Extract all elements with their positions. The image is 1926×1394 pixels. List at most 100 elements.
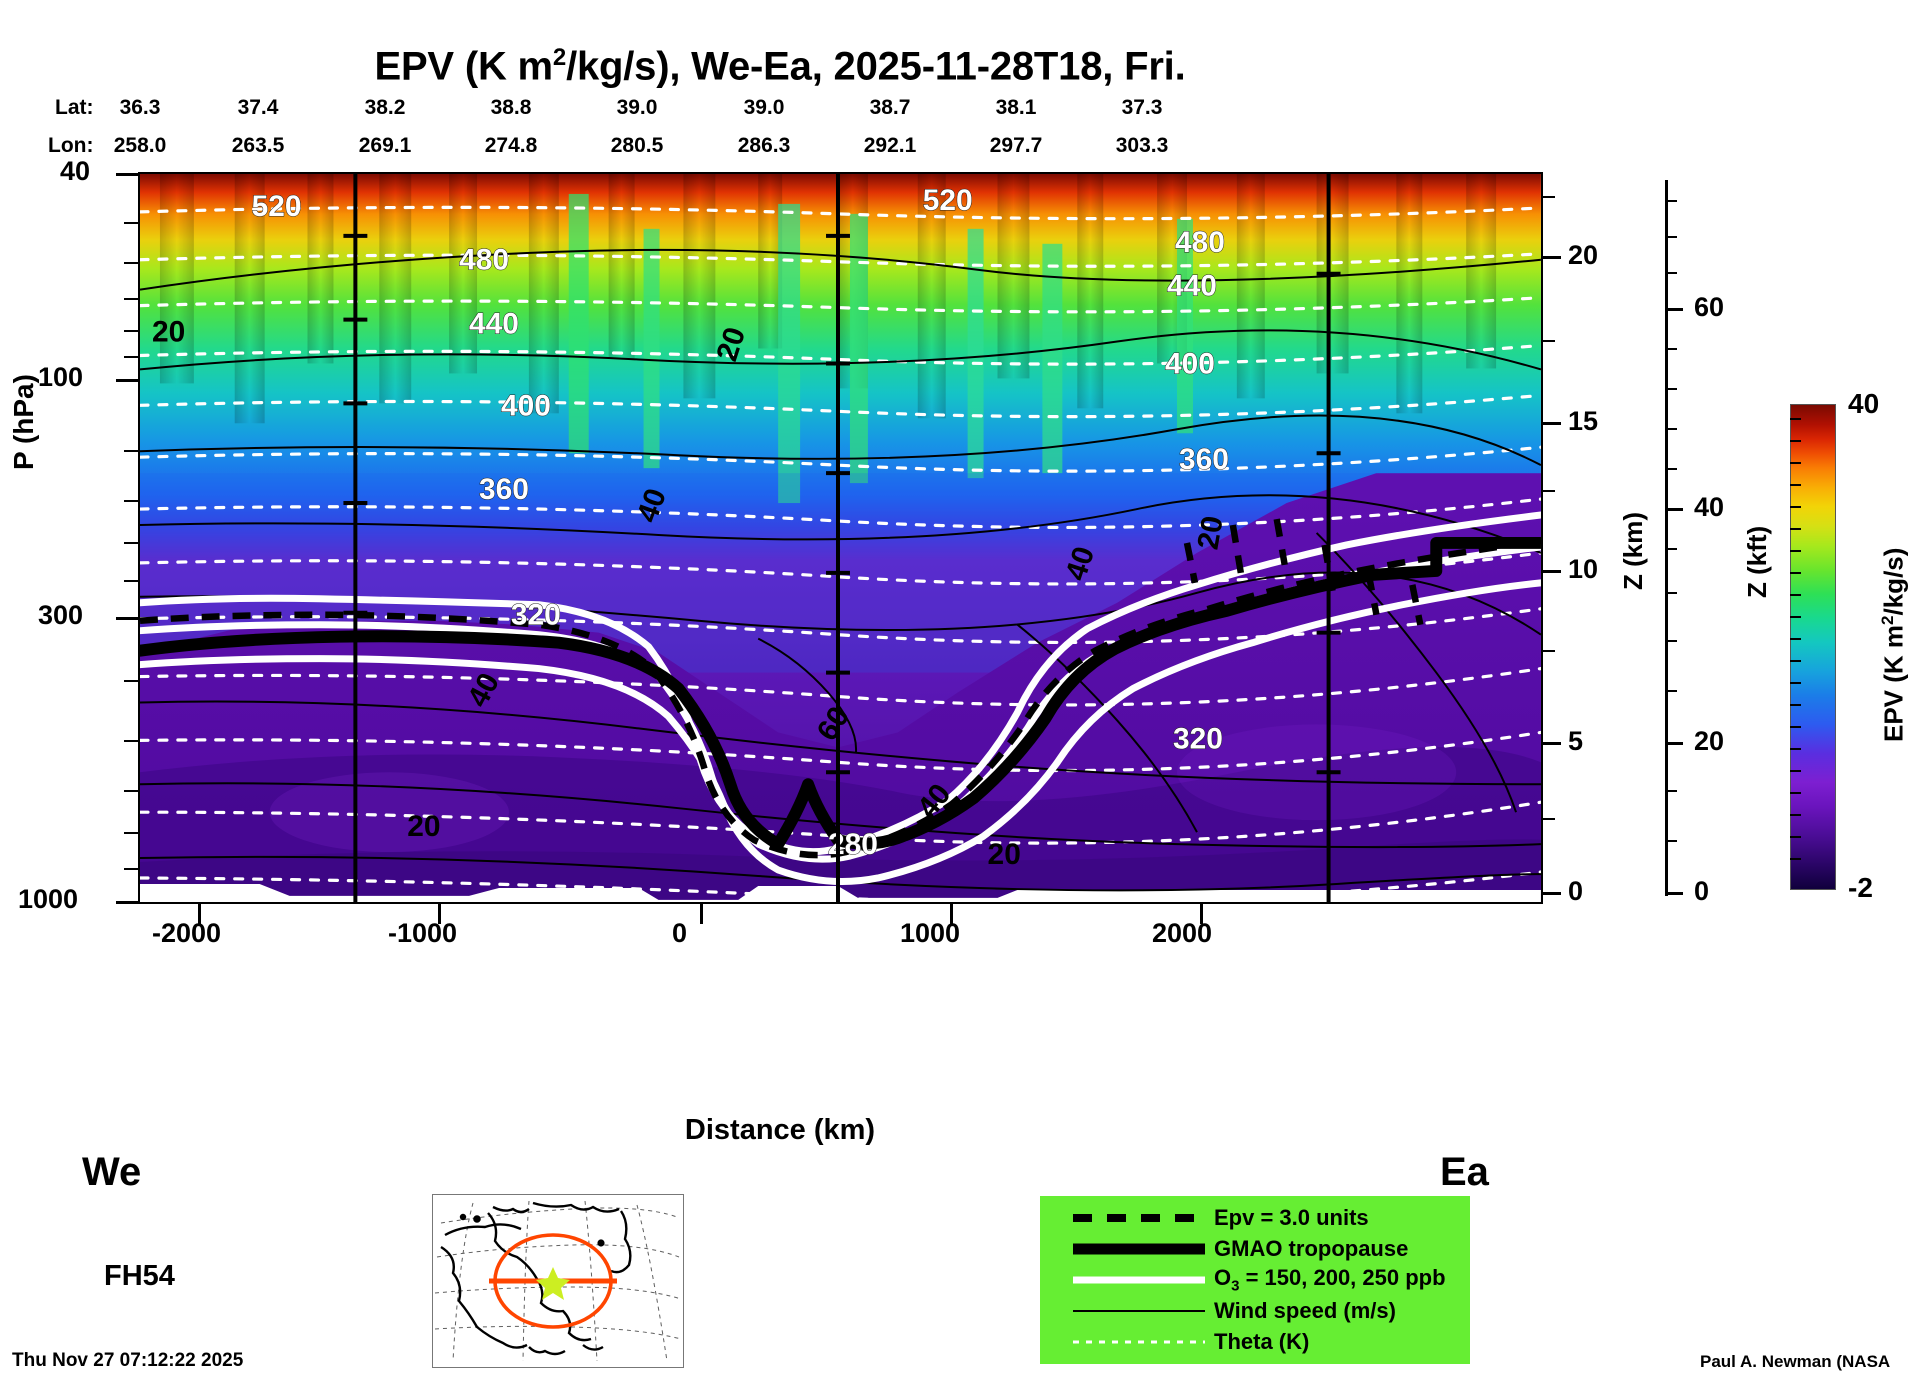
zkm-tick-label-0: 0 [1568, 876, 1584, 906]
legend-label-theta: Theta (K) [1214, 1328, 1310, 1354]
p-tick-label-300: 300 [38, 600, 84, 630]
theta-label-400: 400 [501, 389, 551, 422]
p-axis-title: P (hPa) [8, 374, 39, 470]
map-graticule [434, 1200, 682, 1362]
track-reference-lines [353, 174, 1331, 902]
theta-label-520-right: 520 [923, 184, 973, 217]
lat-value-3: 38.8 [490, 96, 532, 119]
z-kft-axis-title: Z (kft) [1742, 525, 1772, 598]
wind-label-20-left: 20 [152, 316, 185, 349]
dashed-black-line-icon [1064, 1211, 1214, 1225]
lat-lon-header: Lat: 36.3 37.4 38.2 38.8 39.0 39.0 38.7 … [0, 96, 1600, 166]
colorbar-title-suffix: /kg/s) [1878, 547, 1909, 616]
white-dotted-line-icon [1064, 1335, 1214, 1349]
theta-label-360: 360 [479, 473, 529, 506]
lat-value-2: 38.2 [364, 96, 406, 119]
legend-item-epv: Epv = 3.0 units [1040, 1202, 1470, 1233]
zkft-tick-label-40: 40 [1694, 492, 1725, 522]
wind-label-20-low: 20 [407, 810, 440, 843]
legend-ozone-prefix: O [1214, 1264, 1232, 1290]
page-title: EPV (K m2/kg/s), We-Ea, 2025-11-28T18, F… [0, 44, 1560, 89]
east-endpoint-label: Ea [1440, 1150, 1489, 1194]
epv-contour-field: 520 520 480 480 440 440 400 400 360 360 … [140, 174, 1541, 902]
lon-value-6: 292.1 [863, 134, 917, 157]
lat-value-8: 37.3 [1121, 96, 1163, 119]
lon-value-2: 269.1 [358, 134, 412, 157]
lon-value-1: 263.5 [231, 134, 285, 157]
title-prefix: EPV (K m [374, 44, 553, 89]
white-line-icon [1064, 1273, 1214, 1287]
lat-value-7: 38.1 [995, 96, 1037, 119]
map-inset-svg [433, 1195, 683, 1367]
thin-black-line-icon [1064, 1304, 1214, 1318]
gmao-tropopause [140, 536, 1541, 851]
lon-value-3: 274.8 [484, 134, 538, 157]
theta-label-520: 520 [252, 190, 302, 223]
legend-label-wind: Wind speed (m/s) [1214, 1297, 1396, 1323]
lon-value-8: 303.3 [1115, 134, 1169, 157]
lat-key: Lat: [55, 96, 94, 119]
p-tick-label-1000: 1000 [18, 884, 79, 914]
x-tick-label--1000: -1000 [388, 918, 458, 948]
theta-label-320: 320 [511, 599, 561, 632]
lat-value-1: 37.4 [237, 96, 279, 119]
theta-label-480: 480 [459, 244, 509, 277]
map-inset[interactable] [432, 1194, 684, 1368]
p-tick-label-40: 40 [60, 156, 91, 186]
zkft-tick-label-0: 0 [1694, 876, 1710, 906]
colorbar-title-prefix: EPV (K m [1878, 624, 1909, 742]
theta-label-440-right: 440 [1167, 270, 1217, 303]
lon-value-0: 258.0 [113, 134, 167, 157]
z-km-axis-title: Z (km) [1618, 512, 1648, 590]
x-tick-label--2000: -2000 [152, 918, 222, 948]
lat-value-5: 39.0 [743, 96, 785, 119]
plot-legend: Epv = 3.0 units GMAO tropopause O3 = 150… [1040, 1196, 1470, 1364]
colorbar-max-label: 40 [1848, 388, 1880, 419]
x-axis-title: Distance (km) [684, 1114, 876, 1146]
map-coastlines [440, 1201, 632, 1356]
x-tick-label-2000: 2000 [1152, 918, 1213, 948]
legend-item-tropopause: GMAO tropopause [1040, 1233, 1470, 1264]
thick-black-line-icon [1064, 1242, 1214, 1256]
author-credit: Paul A. Newman (NASA [1700, 1352, 1891, 1371]
lat-value-6: 38.7 [869, 96, 911, 119]
theta-label-320-right: 320 [1173, 722, 1223, 755]
zkm-tick-label-15: 15 [1568, 406, 1599, 436]
legend-label-ozone: O3 = 150, 200, 250 ppb [1214, 1265, 1446, 1294]
map-star-marker [536, 1267, 570, 1300]
colorbar-title-sup: 2 [1878, 615, 1897, 625]
title-suffix: /kg/s), We-Ea, 2025-11-28T18, Fri. [566, 44, 1186, 89]
theta-label-400-right: 400 [1165, 347, 1215, 380]
colorbar-title: EPV (K m2/kg/s) [1878, 548, 1910, 742]
lat-value-4: 39.0 [616, 96, 658, 119]
title-superscript: 2 [552, 44, 567, 71]
forecast-hour-label: FH54 [104, 1260, 175, 1292]
legend-ozone-suffix: = 150, 200, 250 ppb [1239, 1264, 1446, 1290]
legend-label-tropopause: GMAO tropopause [1214, 1235, 1409, 1261]
generation-timestamp: Thu Nov 27 07:12:22 2025 [12, 1350, 244, 1371]
west-endpoint-label: We [82, 1150, 142, 1194]
zkft-tick-label-60: 60 [1694, 292, 1725, 322]
x-tick-label-0: 0 [672, 918, 688, 948]
epv-3-contour [140, 518, 1541, 859]
theta-label-480-right: 480 [1175, 226, 1225, 259]
lat-value-0: 36.3 [119, 96, 161, 119]
theta-label-280: 280 [828, 828, 878, 861]
wind-label-20-right: 20 [1192, 513, 1230, 551]
epv-colorbar [1790, 404, 1836, 890]
theta-label-360-right: 360 [1179, 443, 1229, 476]
legend-item-ozone: O3 = 150, 200, 250 ppb [1040, 1264, 1470, 1295]
zkm-tick-label-10: 10 [1568, 554, 1599, 584]
wind-label-20-lowright: 20 [988, 838, 1021, 871]
zkm-tick-label-5: 5 [1568, 726, 1584, 756]
zkft-tick-label-20: 20 [1694, 726, 1725, 756]
legend-ozone-sub: 3 [1231, 1277, 1240, 1295]
track-tick-marks [343, 233, 1341, 775]
p-tick-label-100: 100 [38, 362, 84, 392]
zkm-tick-label-20: 20 [1568, 240, 1599, 270]
theta-contours [140, 205, 1541, 902]
legend-item-theta: Theta (K) [1040, 1326, 1470, 1357]
colorbar-min-label: -2 [1848, 872, 1873, 903]
cross-section-plot[interactable]: 520 520 480 480 440 440 400 400 360 360 … [138, 172, 1543, 904]
lon-value-7: 297.7 [989, 134, 1043, 157]
